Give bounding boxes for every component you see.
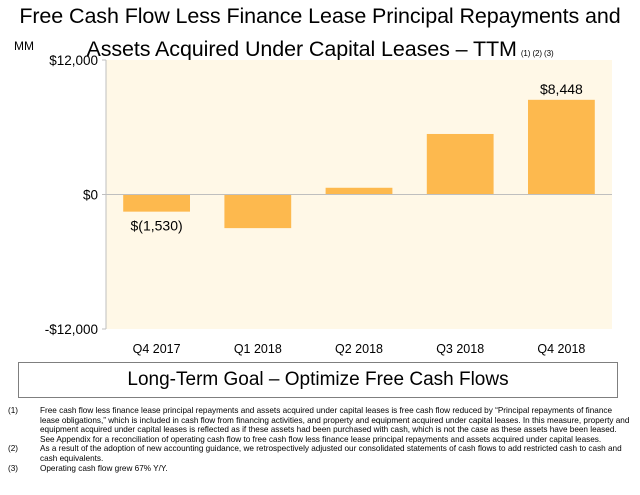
title-footnote-refs: (1) (2) (3): [520, 49, 554, 58]
y-tick-label: $12,000: [49, 53, 98, 68]
y-tick-label: -$12,000: [45, 322, 98, 337]
footnote-number: (2): [8, 444, 19, 454]
bar: [528, 99, 595, 195]
x-tick-label: Q1 2018: [234, 342, 282, 356]
footnote-1: (1) Free cash flow less finance lease pri…: [0, 406, 640, 444]
chart-title: Free Cash Flow Less Finance Lease Princi…: [0, 0, 640, 70]
x-tick-label: Q3 2018: [436, 342, 484, 356]
x-tick-label: Q2 2018: [335, 342, 383, 356]
footnote-text: Operating cash flow grew 67% Y/Y.: [40, 463, 168, 473]
footnote-number: (3): [8, 463, 19, 473]
title-line-1: Free Cash Flow Less Finance Lease Princi…: [19, 4, 621, 28]
units-label: MM: [14, 39, 34, 53]
footnotes: (1) Free cash flow less finance lease pri…: [0, 406, 640, 473]
y-tick-label: $0: [83, 188, 98, 203]
goal-box: Long-Term Goal – Optimize Free Cash Flow…: [18, 362, 618, 398]
footnote-2: (2) As a result of the adoption of new ac…: [0, 444, 640, 463]
x-tick-label: Q4 2017: [133, 342, 181, 356]
bar-chart: $12,000 $0 -$12,000 Q4 2017 Q1 2018 Q2 2018 Q3…: [45, 53, 612, 356]
data-label: $8,448: [540, 81, 583, 97]
data-label: $(1,530): [131, 218, 183, 234]
title-line-2: Assets Acquired Under Capital Leases – T…: [86, 37, 517, 61]
footnote-3: (3) Operating cash flow grew 67% Y/Y.: [0, 464, 640, 474]
footnote-text: As a result of the adoption of new accou…: [40, 444, 622, 463]
footnote-text: Free cash flow less finance lease princi…: [40, 406, 630, 444]
bar: [123, 194, 190, 212]
goal-text: Long-Term Goal – Optimize Free Cash Flow…: [127, 369, 509, 390]
bar: [325, 187, 393, 195]
footnote-number: (1): [8, 406, 19, 415]
x-tick-label: Q4 2018: [537, 342, 585, 356]
bar: [224, 194, 292, 229]
bar: [426, 133, 494, 195]
